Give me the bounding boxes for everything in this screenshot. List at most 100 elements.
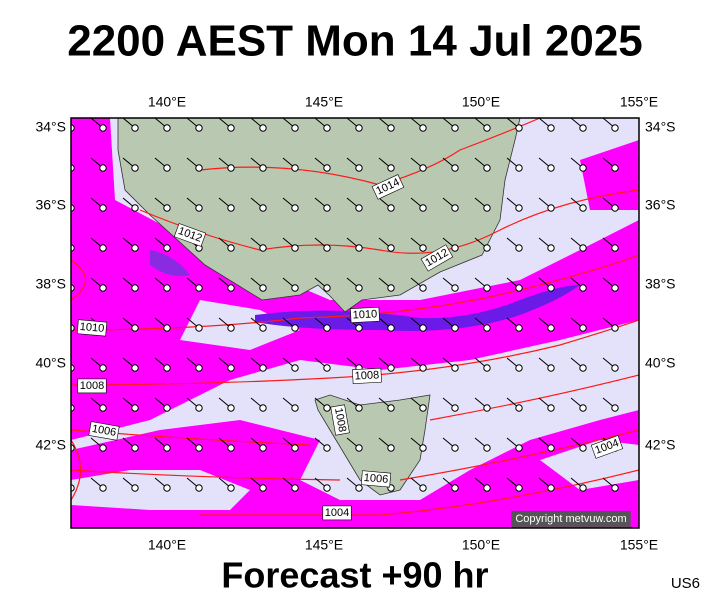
lon-label: 145°E bbox=[305, 537, 343, 553]
station bbox=[611, 164, 619, 172]
station bbox=[291, 484, 299, 492]
station bbox=[547, 484, 555, 492]
station bbox=[355, 404, 363, 412]
station bbox=[451, 164, 459, 172]
isobar-label: 1008 bbox=[352, 367, 382, 384]
station bbox=[355, 284, 363, 292]
isobar-box bbox=[330, 404, 350, 436]
station bbox=[323, 244, 331, 252]
station bbox=[355, 204, 363, 212]
station bbox=[451, 204, 459, 212]
station bbox=[579, 164, 587, 172]
copyright-text: Copyright metvuw.com bbox=[515, 513, 626, 525]
isobar-box bbox=[76, 319, 108, 337]
wind-barb bbox=[71, 327, 72, 328]
station bbox=[195, 404, 203, 412]
station bbox=[195, 484, 203, 492]
isobar-box bbox=[322, 505, 352, 521]
station bbox=[323, 444, 331, 452]
station bbox=[515, 204, 523, 212]
lat-label: 42°S bbox=[645, 437, 676, 453]
station bbox=[579, 364, 587, 372]
station bbox=[419, 124, 427, 132]
wind-barb bbox=[71, 407, 72, 408]
station bbox=[547, 164, 555, 172]
station bbox=[387, 284, 395, 292]
isobar-value: 1010 bbox=[79, 321, 104, 335]
station bbox=[483, 124, 491, 132]
isobar-box bbox=[360, 470, 392, 488]
station bbox=[131, 444, 139, 452]
station bbox=[355, 444, 363, 452]
station bbox=[195, 444, 203, 452]
station bbox=[131, 164, 139, 172]
isobar-label: 1006 bbox=[88, 421, 120, 441]
station bbox=[227, 284, 235, 292]
station bbox=[131, 124, 139, 132]
station bbox=[323, 124, 331, 132]
station bbox=[259, 124, 267, 132]
station bbox=[515, 404, 523, 412]
station bbox=[419, 404, 427, 412]
station bbox=[547, 444, 555, 452]
station bbox=[483, 364, 491, 372]
station bbox=[611, 404, 619, 412]
lon-label: 155°E bbox=[620, 537, 658, 553]
station bbox=[99, 404, 107, 412]
isobar-value: 1006 bbox=[363, 472, 388, 486]
station bbox=[419, 164, 427, 172]
station bbox=[163, 404, 171, 412]
lat-label: 38°S bbox=[35, 276, 66, 292]
station bbox=[163, 284, 171, 292]
station bbox=[195, 164, 203, 172]
station bbox=[227, 204, 235, 212]
isobar-box bbox=[352, 367, 382, 384]
lat-label: 36°S bbox=[35, 197, 66, 213]
station bbox=[163, 164, 171, 172]
isobar-box bbox=[371, 174, 405, 200]
station bbox=[419, 484, 427, 492]
station bbox=[131, 284, 139, 292]
station bbox=[291, 404, 299, 412]
station bbox=[131, 204, 139, 212]
station bbox=[291, 204, 299, 212]
wind-barb bbox=[71, 167, 72, 168]
station bbox=[195, 324, 203, 332]
station bbox=[515, 324, 523, 332]
station bbox=[99, 244, 107, 252]
lat-label: 34°S bbox=[645, 119, 676, 135]
station bbox=[323, 364, 331, 372]
lat-label: 40°S bbox=[645, 355, 676, 371]
station bbox=[579, 484, 587, 492]
station bbox=[163, 444, 171, 452]
lat-label: 36°S bbox=[645, 197, 676, 213]
station bbox=[483, 284, 491, 292]
station bbox=[259, 404, 267, 412]
station bbox=[227, 124, 235, 132]
station bbox=[163, 484, 171, 492]
lon-label: 150°E bbox=[462, 94, 500, 110]
station bbox=[611, 484, 619, 492]
map-code: US6 bbox=[671, 575, 700, 592]
station bbox=[259, 484, 267, 492]
station bbox=[547, 324, 555, 332]
station bbox=[291, 124, 299, 132]
isobar-label: 1010 bbox=[350, 306, 380, 323]
station bbox=[355, 244, 363, 252]
station bbox=[451, 444, 459, 452]
station bbox=[131, 404, 139, 412]
station bbox=[419, 244, 427, 252]
station bbox=[547, 364, 555, 372]
station bbox=[99, 164, 107, 172]
station bbox=[515, 364, 523, 372]
station bbox=[515, 124, 523, 132]
station bbox=[419, 364, 427, 372]
station bbox=[483, 484, 491, 492]
wind-barb bbox=[71, 247, 72, 248]
station bbox=[163, 124, 171, 132]
isobar-value: 1006 bbox=[91, 423, 117, 439]
station bbox=[227, 484, 235, 492]
map-frame bbox=[70, 117, 640, 529]
station bbox=[131, 324, 139, 332]
